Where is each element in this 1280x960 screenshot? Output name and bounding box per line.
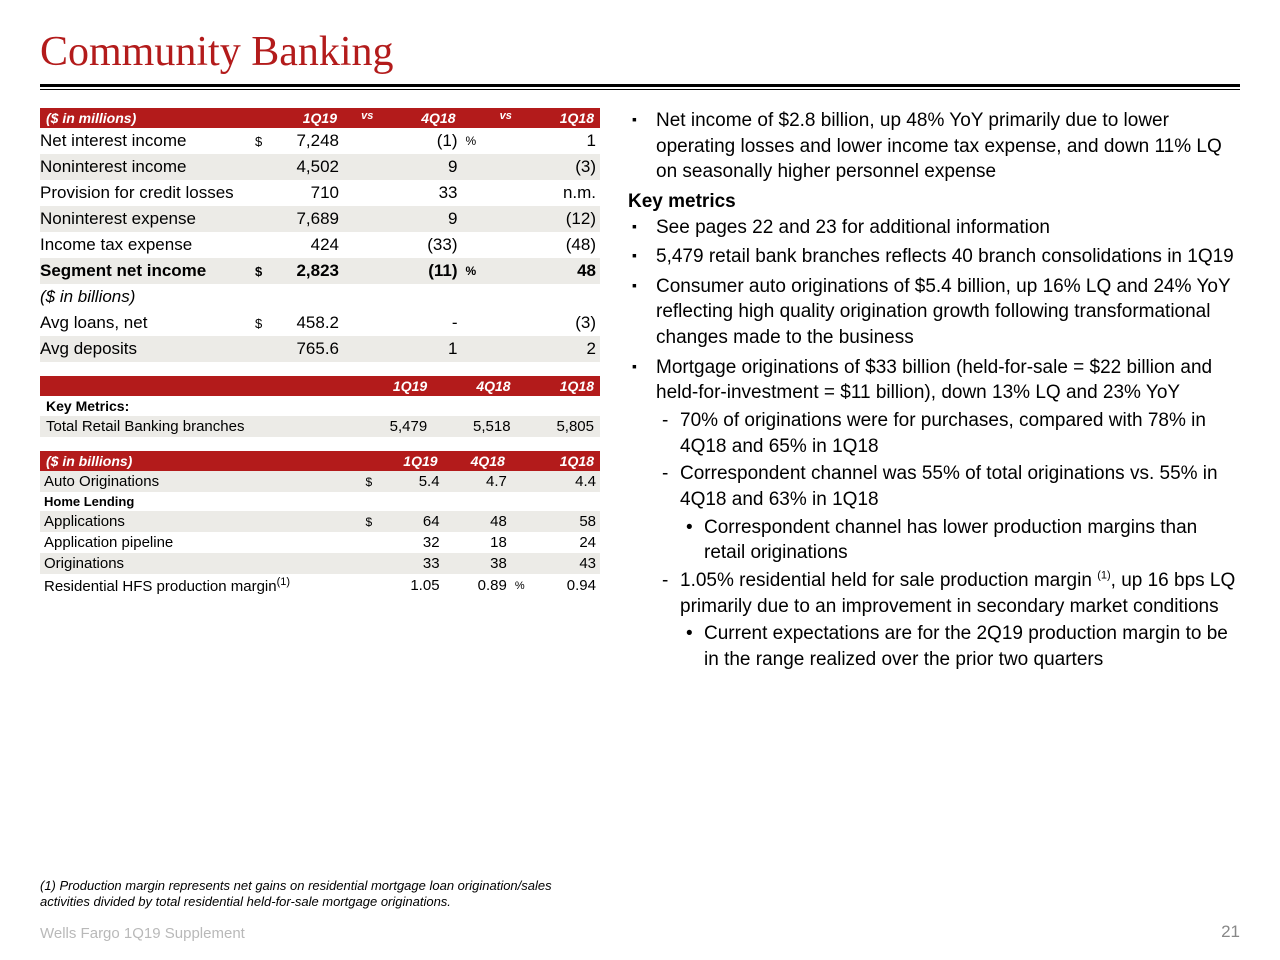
table-row: Provision for credit losses71033n.m. [40, 180, 600, 206]
footer-left: Wells Fargo 1Q19 Supplement [40, 925, 245, 942]
tbl1-subhead: ($ in billions) [40, 284, 600, 310]
table-row: Segment net income$2,823(11)%48 [40, 258, 600, 284]
table-row: Originations333843 [40, 553, 600, 574]
footnote: (1) Production margin represents net gai… [40, 878, 600, 911]
bullet: Mortgage originations of $33 billion (he… [628, 355, 1240, 673]
sub-bullet: Correspondent channel was 55% of total o… [656, 461, 1240, 566]
bullet: See pages 22 and 23 for additional infor… [628, 215, 1240, 241]
commentary: Net income of $2.8 billion, up 48% YoY p… [628, 108, 1240, 676]
table-row: Home Lending [40, 492, 600, 511]
bullet: 5,479 retail bank branches reflects 40 b… [628, 244, 1240, 270]
table-row: Income tax expense424(33)(48) [40, 232, 600, 258]
sub-bullet: 70% of originations were for purchases, … [656, 408, 1240, 459]
table-row: Residential HFS production margin(1)1.05… [40, 574, 600, 597]
table-row: Avg loans, net$458.2-(3) [40, 310, 600, 336]
key-metrics-label: Key Metrics: [40, 396, 350, 416]
table-row: Net interest income$7,248(1)%1 [40, 128, 600, 154]
rule-thin [40, 89, 1240, 90]
table-row: Application pipeline321824 [40, 532, 600, 553]
table-row: Noninterest expense7,6899(12) [40, 206, 600, 232]
originations-table: ($ in billions) 1Q19 4Q18 1Q18 Auto Orig… [40, 451, 600, 597]
key-metrics-heading: Key metrics [628, 189, 1240, 215]
financials-table: ($ in millions) 1Q19 vs 4Q18 vs 1Q18 Net… [40, 108, 600, 362]
sub-bullet: 1.05% residential held for sale producti… [656, 568, 1240, 673]
table-row: Applications$644858 [40, 511, 600, 532]
bullet: Consumer auto originations of $5.4 billi… [628, 274, 1240, 351]
sub-sub-bullet: Current expectations are for the 2Q19 pr… [680, 621, 1240, 672]
table-row: Noninterest income4,5029(3) [40, 154, 600, 180]
rule-thick [40, 84, 1240, 87]
page-number: 21 [1221, 922, 1240, 942]
tbl1-unit: ($ in millions) [40, 108, 255, 128]
sub-sub-bullet: Correspondent channel has lower producti… [680, 515, 1240, 566]
page-title: Community Banking [40, 28, 1240, 76]
table-row: Total Retail Banking branches5,4795,5185… [40, 416, 600, 437]
table-row: Auto Originations$5.44.74.4 [40, 471, 600, 492]
bullet: Net income of $2.8 billion, up 48% YoY p… [628, 108, 1240, 185]
key-metrics-table: 1Q19 4Q18 1Q18 Key Metrics: Total Retail… [40, 376, 600, 437]
table-row: Avg deposits765.612 [40, 336, 600, 362]
